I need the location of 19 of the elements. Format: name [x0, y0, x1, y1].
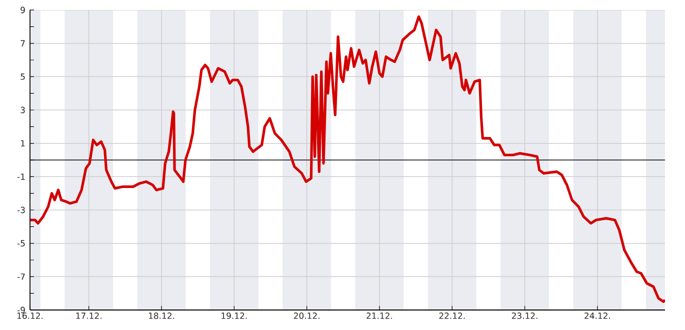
y-tick-label: -5: [17, 240, 25, 246]
y-tick-label: -3: [17, 206, 25, 214]
y-tick-label: 7: [20, 40, 25, 46]
y-tick-label: 1: [21, 140, 25, 146]
x-tick-label: 17.12.: [76, 312, 102, 319]
y-tick-label: -9: [17, 306, 25, 314]
y-tick-label: 9: [20, 6, 25, 14]
x-tick-label: 21.12.: [366, 312, 392, 319]
x-tick-label: 23.12.: [512, 312, 538, 319]
x-tick-label: 18.12.: [148, 312, 174, 319]
x-tick-label: 24.12.: [584, 312, 610, 319]
y-tick-label: 5: [20, 74, 25, 80]
x-tick-label: 16.12.: [17, 312, 43, 319]
y-tick-label: -1: [17, 174, 25, 180]
y-tick-label: 3: [20, 106, 25, 114]
x-tick-label: 22.12.: [439, 312, 465, 319]
y-tick-label: -7: [17, 274, 25, 280]
x-tick-label: 20.12.: [294, 312, 320, 319]
x-tick-label: 19.12.: [222, 312, 247, 319]
